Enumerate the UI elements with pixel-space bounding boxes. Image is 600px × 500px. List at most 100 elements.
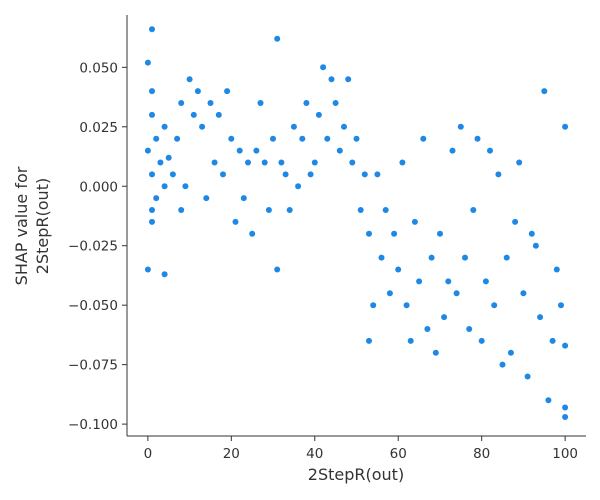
data-point	[545, 397, 552, 404]
data-point	[466, 326, 473, 332]
data-point	[203, 195, 210, 202]
x-tick-label: 80	[473, 446, 490, 462]
data-point	[194, 88, 201, 95]
data-point	[153, 195, 160, 202]
data-point	[537, 314, 544, 321]
data-point	[249, 230, 256, 237]
data-point	[382, 207, 389, 213]
data-point	[549, 337, 556, 344]
y-tick-label: 0.050	[79, 60, 118, 76]
data-point	[190, 111, 197, 118]
data-point	[495, 171, 502, 178]
data-point	[253, 147, 260, 154]
data-point	[261, 159, 268, 166]
data-point	[491, 302, 498, 309]
data-point	[220, 171, 226, 178]
data-point	[207, 100, 214, 106]
data-point	[516, 159, 523, 166]
data-point	[224, 88, 231, 95]
data-point	[332, 100, 339, 106]
data-point	[499, 361, 506, 368]
data-point	[270, 135, 276, 142]
y-tick-label: 0.025	[79, 120, 118, 136]
data-point	[445, 278, 452, 285]
data-point	[320, 64, 327, 71]
data-point	[420, 135, 427, 142]
data-point	[315, 111, 322, 118]
y-tick-label: −0.075	[68, 358, 118, 374]
data-point	[274, 35, 281, 42]
data-point	[165, 154, 172, 161]
y-axis-label-line-1: SHAP value for	[12, 166, 31, 285]
data-point	[391, 230, 398, 237]
data-point	[370, 302, 377, 309]
data-point	[428, 254, 435, 261]
data-point	[144, 266, 151, 273]
data-point	[199, 123, 206, 130]
data-point	[307, 171, 314, 178]
data-point	[149, 26, 155, 33]
data-point	[299, 135, 306, 142]
y-ticks: 0.050 0.025 0.000 −0.025 −0.050 −0.075 −0.100	[68, 60, 127, 433]
data-point	[282, 171, 289, 178]
data-point	[424, 326, 431, 332]
data-point	[437, 230, 443, 237]
data-point	[303, 100, 310, 106]
data-point	[395, 266, 402, 273]
data-point	[328, 76, 335, 83]
data-point	[215, 111, 222, 118]
data-point	[228, 135, 235, 142]
data-point	[411, 218, 418, 225]
x-ticks: 0 20 40 60 80 100	[144, 436, 578, 462]
data-point	[562, 404, 569, 411]
data-point	[553, 266, 560, 273]
data-point	[336, 147, 343, 154]
data-point	[311, 159, 318, 166]
data-point	[470, 207, 477, 213]
y-tick-label: 0.000	[79, 179, 118, 195]
data-point	[503, 254, 510, 261]
data-point	[457, 123, 464, 130]
data-point	[144, 147, 151, 154]
data-point	[532, 242, 539, 249]
data-point	[462, 254, 468, 261]
data-point	[169, 171, 176, 178]
data-point	[341, 123, 347, 130]
data-point	[441, 314, 448, 321]
y-tick-label: −0.100	[68, 417, 118, 433]
data-point	[149, 111, 155, 118]
data-point	[416, 278, 423, 285]
data-point	[236, 147, 243, 154]
data-point	[149, 207, 155, 213]
y-axis-label-line-2: 2StepR(out)	[33, 178, 52, 274]
data-point	[507, 349, 514, 356]
data-point	[453, 290, 460, 297]
x-tick-label: 0	[144, 446, 153, 462]
data-point	[478, 337, 485, 344]
data-point	[174, 135, 181, 142]
data-point	[386, 290, 393, 297]
data-point	[240, 195, 247, 202]
data-point	[558, 302, 564, 309]
data-point	[290, 123, 297, 130]
data-point	[482, 278, 489, 285]
data-point	[161, 183, 168, 190]
data-point	[349, 159, 356, 166]
data-point	[153, 135, 160, 142]
data-point	[562, 342, 569, 349]
data-point	[562, 123, 569, 130]
data-point	[274, 266, 281, 273]
data-point	[403, 302, 410, 309]
data-point	[528, 230, 535, 237]
points-layer	[144, 26, 569, 420]
data-point	[512, 218, 519, 225]
data-point	[278, 159, 285, 166]
data-point	[432, 349, 439, 356]
data-point	[161, 123, 168, 130]
data-point	[144, 59, 151, 66]
data-point	[149, 88, 155, 95]
data-point	[232, 218, 239, 225]
data-point	[399, 159, 406, 166]
